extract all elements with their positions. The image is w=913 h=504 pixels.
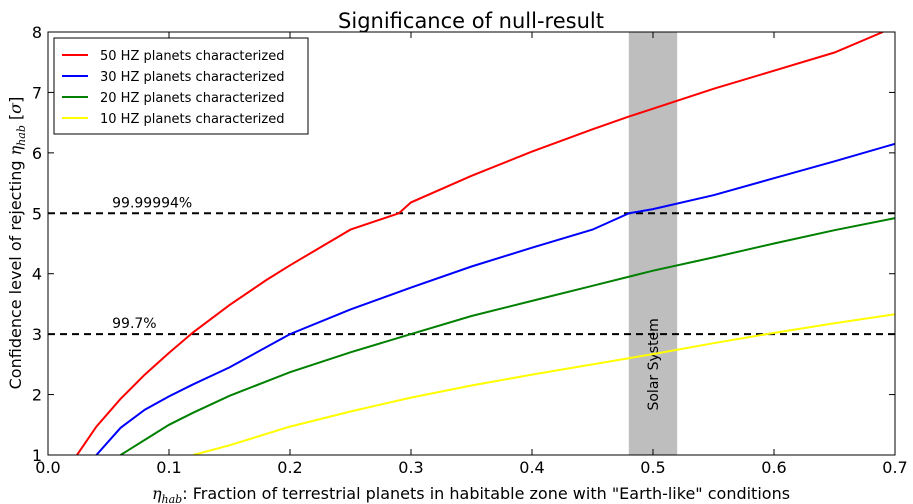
x-axis-label: ηhab: Fraction of terrestrial planets in…	[152, 484, 790, 504]
series-line-3	[192, 313, 895, 455]
series-group	[76, 32, 895, 455]
y-tick-label-2: 3	[32, 325, 42, 344]
x-tick-label-4: 0.4	[519, 458, 544, 477]
y-axis-label-unit-open: [	[6, 114, 25, 125]
solar-system-label: Solar System	[646, 318, 662, 410]
legend-label-2: 20 HZ planets characterized	[100, 91, 285, 106]
plot-frame	[47, 31, 896, 456]
y-axis-label: Confidence level of rejecting ηhab [σ]	[6, 97, 28, 390]
y-tick-label-5: 6	[32, 144, 42, 163]
y-tick-label-3: 4	[32, 265, 42, 284]
y-axis-label-math: η	[6, 145, 25, 155]
x-tick-label-2: 0.2	[277, 458, 302, 477]
y-tick-label-0: 1	[32, 446, 42, 465]
series-line-1	[95, 142, 895, 455]
hline-label-0: 99.99994%	[112, 195, 192, 211]
hline-label-1: 99.7%	[112, 316, 156, 332]
x-axis-label-text: : Fraction of terrestrial planets in hab…	[182, 484, 790, 503]
y-axis-label-text: Confidence level of rejecting	[6, 155, 25, 389]
x-tick-label-3: 0.3	[398, 458, 423, 477]
y-axis-ticks: 1 2 3 4 5 6 7 8	[32, 23, 895, 465]
y-tick-label-1: 2	[32, 386, 42, 405]
x-tick-label-1: 0.1	[156, 458, 181, 477]
y-tick-label-4: 5	[32, 204, 42, 223]
x-axis-label-math: η	[152, 484, 162, 503]
chart-title: Significance of null-result	[338, 9, 604, 33]
legend-box	[53, 37, 309, 135]
x-tick-label-0: 0.0	[35, 458, 60, 477]
x-axis-label-math-sub: hab	[162, 493, 183, 504]
series-line-2	[120, 217, 895, 455]
series-line-0	[76, 32, 884, 455]
legend: 50 HZ planets characterized 30 HZ planets…	[53, 37, 309, 135]
legend-label-1: 30 HZ planets characterized	[100, 70, 285, 85]
y-axis-label-unit: σ	[6, 102, 25, 114]
x-tick-label-7: 0.7	[882, 458, 907, 477]
y-axis-label-math-sub: hab	[15, 125, 28, 146]
legend-label-0: 50 HZ planets characterized	[100, 49, 285, 64]
x-tick-label-6: 0.6	[761, 458, 786, 477]
x-axis-ticks: 0.0 0.1 0.2 0.3 0.4 0.5 0.6 0.7	[35, 32, 908, 477]
y-axis-label-unit-close: ]	[6, 97, 25, 103]
y-tick-label-6: 7	[32, 83, 42, 102]
y-tick-label-7: 8	[32, 23, 42, 42]
x-tick-label-5: 0.5	[640, 458, 665, 477]
legend-label-3: 10 HZ planets characterized	[100, 112, 285, 127]
